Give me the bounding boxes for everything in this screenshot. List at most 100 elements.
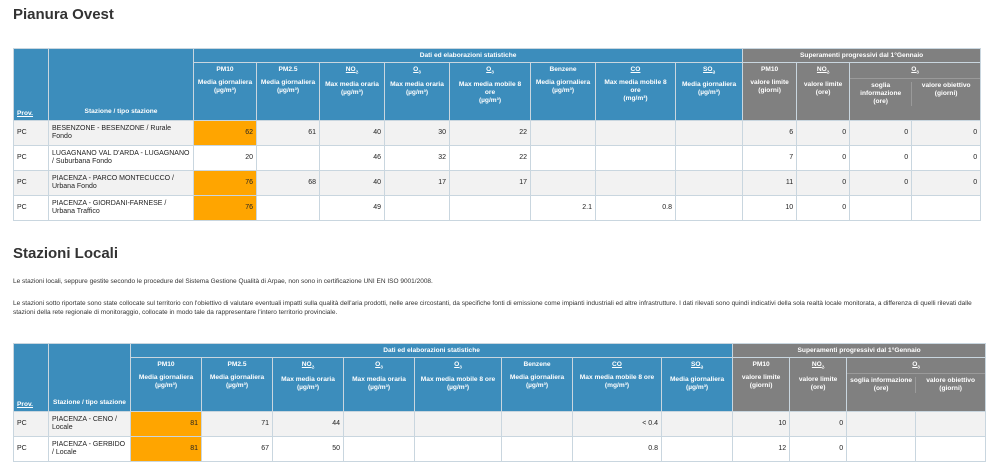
cell-exc-no2: 0	[796, 145, 851, 171]
cell-no2: 44	[272, 411, 344, 437]
cell-pm10: 76	[193, 195, 257, 221]
cell-exc-pm10: 10	[732, 411, 791, 437]
cell-pm10: 81	[130, 436, 202, 462]
cell-prov: PC	[13, 436, 49, 462]
section-title-pianura-ovest: Pianura Ovest	[13, 6, 114, 23]
table-header: Prov. Stazione / tipo stazione Dati ed e…	[13, 343, 987, 412]
table-row: PC PIACENZA - PARCO MONTECUCCO / Urbana F…	[13, 170, 982, 196]
cell-station: LUGAGNANO VAL D'ARDA - LUGAGNANO / Subur…	[48, 145, 194, 171]
param-header-co[interactable]: CO Max media mobile 8 ore (mg/m³)	[572, 357, 662, 412]
param-header-benzene: Benzene Media giornaliera (µg/m³)	[530, 62, 596, 121]
cell-pm10: 62	[193, 120, 257, 146]
cell-pm25	[256, 195, 320, 221]
cell-no2: 40	[319, 170, 385, 196]
param-header-benzene: Benzene Media giornaliera (µg/m³)	[501, 357, 573, 412]
cell-exc-o3-info: 0	[849, 120, 913, 146]
cell-o3-hourly: 32	[384, 145, 450, 171]
param-header-no2[interactable]: NO2 Max media oraria (µg/m³)	[319, 62, 385, 121]
group-exceedances-header: Superamenti progressivi dal 1°Gennaio	[732, 343, 987, 358]
exc-header-pm10: PM10 valore limite (giorni)	[742, 62, 798, 121]
cell-prov: PC	[13, 120, 49, 146]
param-header-pm25: PM2.5 Media giornaliera (µg/m³)	[201, 357, 273, 412]
cell-exc-pm10: 11	[742, 170, 798, 196]
cell-pm10: 76	[193, 170, 257, 196]
table-body: PC BESENZONE - BESENZONE / Rurale Fondo 62…	[13, 120, 982, 221]
cell-exc-pm10: 12	[732, 436, 791, 462]
param-header-o3-hourly[interactable]: O3 Max media oraria (µg/m³)	[384, 62, 450, 121]
cell-benzene	[501, 411, 573, 437]
param-header-o3-hourly[interactable]: O3 Max media oraria (µg/m³)	[343, 357, 415, 412]
col-prov-header[interactable]: Prov.	[13, 343, 49, 412]
col-prov-header[interactable]: Prov.	[13, 48, 49, 121]
cell-exc-no2: 0	[796, 170, 851, 196]
cell-pm10: 81	[130, 411, 202, 437]
cell-exc-pm10: 7	[742, 145, 798, 171]
cell-o3-hourly: 30	[384, 120, 450, 146]
cell-co: 0.8	[572, 436, 662, 462]
table-row: PC LUGAGNANO VAL D'ARDA - LUGAGNANO / Sub…	[13, 145, 982, 171]
table-row: PC PIACENZA - GERBIDO / Locale 81 67 50 0.8 12…	[13, 436, 987, 462]
param-header-o3-8h[interactable]: O3 Max media mobile 8 ore (µg/m³)	[414, 357, 502, 412]
cell-o3-8h: 17	[449, 170, 531, 196]
group-stats-header: Dati ed elaborazioni statistiche	[192, 48, 744, 63]
section-title-stazioni-locali: Stazioni Locali	[13, 245, 119, 262]
cell-co: < 0.4	[572, 411, 662, 437]
cell-o3-8h	[414, 411, 502, 437]
cell-station: PIACENZA - PARCO MONTECUCCO / Urbana Fon…	[48, 170, 194, 196]
cell-o3-8h: 22	[449, 145, 531, 171]
cell-co	[595, 145, 676, 171]
cell-station: BESENZONE - BESENZONE / Rurale Fondo	[48, 120, 194, 146]
cell-no2: 50	[272, 436, 344, 462]
cell-pm25	[256, 145, 320, 171]
pianura-ovest-table: Prov. Stazione / tipo stazione Dati ed e…	[13, 48, 982, 221]
cell-benzene	[530, 170, 596, 196]
cell-station: PIACENZA - GERBIDO / Locale	[48, 436, 131, 462]
intro-paragraph-certification: Le stazioni locali, seppure gestite seco…	[13, 278, 433, 285]
cell-o3-hourly	[384, 195, 450, 221]
exc-header-no2[interactable]: NO2 valore limite (ore)	[796, 62, 851, 121]
param-header-o3-8h[interactable]: O3 Max media mobile 8 ore (µg/m³)	[449, 62, 531, 121]
cell-exc-o3-info: 0	[849, 145, 913, 171]
param-header-co[interactable]: CO Max media mobile 8 ore (mg/m³)	[595, 62, 676, 121]
cell-exc-pm10: 10	[742, 195, 798, 221]
cell-so2	[674, 195, 744, 221]
cell-exc-o3-target	[911, 195, 982, 221]
cell-exc-o3-target	[915, 411, 987, 437]
cell-o3-8h	[414, 436, 502, 462]
param-header-so2[interactable]: SO2 Media giornaliera (µg/m³)	[660, 357, 734, 412]
cell-exc-o3-target: 0	[911, 120, 982, 146]
param-header-pm25: PM2.5 Media giornaliera (µg/m³)	[256, 62, 320, 121]
cell-benzene	[530, 120, 596, 146]
exc-header-o3[interactable]: O3 soglia informazione (ore) valore obietti…	[846, 357, 987, 412]
cell-so2	[674, 120, 744, 146]
cell-pm10: 20	[193, 145, 257, 171]
cell-exc-o3-info	[846, 436, 917, 462]
param-header-no2[interactable]: NO2 Max media oraria (µg/m³)	[272, 357, 344, 412]
table-row: PC BESENZONE - BESENZONE / Rurale Fondo 62…	[13, 120, 982, 146]
cell-co	[595, 170, 676, 196]
cell-o3-8h	[449, 195, 531, 221]
cell-so2	[660, 436, 734, 462]
param-header-so2[interactable]: SO2 Media giornaliera (µg/m³)	[674, 62, 744, 121]
cell-station: PIACENZA - GIORDANI-FARNESE / Urbana Tra…	[48, 195, 194, 221]
cell-exc-o3-target: 0	[911, 170, 982, 196]
cell-o3-8h: 22	[449, 120, 531, 146]
param-header-pm10: PM10 Media giornaliera (µg/m³)	[193, 62, 257, 121]
cell-benzene: 2.1	[530, 195, 596, 221]
cell-o3-hourly	[343, 436, 415, 462]
table-header: Prov. Stazione / tipo stazione Dati ed e…	[13, 48, 982, 121]
cell-co	[595, 120, 676, 146]
cell-no2: 46	[319, 145, 385, 171]
exc-header-o3[interactable]: O3 soglia informazione (ore) valore obietti…	[849, 62, 982, 121]
exc-header-no2[interactable]: NO2 valore limite (ore)	[789, 357, 848, 412]
cell-no2: 49	[319, 195, 385, 221]
cell-exc-o3-info: 0	[849, 170, 913, 196]
col-station-header: Stazione / tipo stazione	[48, 343, 131, 412]
cell-station: PIACENZA - CENO / Locale	[48, 411, 131, 437]
stazioni-locali-table: Prov. Stazione / tipo stazione Dati ed e…	[13, 343, 987, 462]
cell-benzene	[530, 145, 596, 171]
cell-prov: PC	[13, 411, 49, 437]
table-row: PC PIACENZA - GIORDANI-FARNESE / Urbana T…	[13, 195, 982, 221]
cell-exc-o3-target	[915, 436, 987, 462]
cell-exc-o3-info	[849, 195, 913, 221]
